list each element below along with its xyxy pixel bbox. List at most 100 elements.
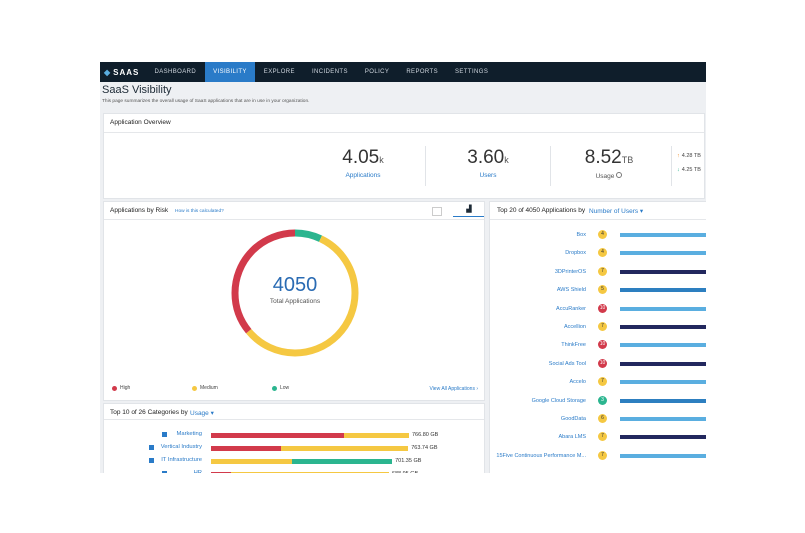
legend-label: High xyxy=(120,385,131,391)
app-name[interactable]: ThinkFree xyxy=(561,342,586,349)
usage-label: 766.80 GB xyxy=(412,431,439,438)
app-bar xyxy=(620,269,706,274)
risk-badge: 4 xyxy=(598,248,607,258)
legend-swatch xyxy=(192,385,197,391)
app-name[interactable]: GoodData xyxy=(560,416,586,422)
risk-badge: 7 xyxy=(598,450,607,460)
app-name[interactable]: 15Five Continuous Performance M... xyxy=(496,452,586,459)
divider xyxy=(104,219,484,220)
app-name[interactable]: Google Cloud Storage xyxy=(531,397,586,404)
app-name[interactable]: AWS Shield xyxy=(556,287,586,294)
app-name[interactable]: Box xyxy=(576,232,586,238)
risk-badge: 10 xyxy=(598,358,607,368)
donut-total-label: Total Applications xyxy=(269,298,321,305)
risk-badge: 10 xyxy=(598,340,607,350)
usage-label: 701.35 GB xyxy=(395,457,422,464)
divider xyxy=(104,132,704,133)
app-bar xyxy=(620,361,706,366)
category-icon xyxy=(162,432,167,437)
nav-item[interactable]: SETTINGS xyxy=(455,69,489,75)
risk-badge: 7 xyxy=(598,322,607,331)
app-bar xyxy=(620,251,706,256)
apps-selector[interactable]: Number of Users ▾ xyxy=(589,208,644,215)
legend-swatch xyxy=(272,385,277,391)
stat-number: 8.52TB xyxy=(549,147,669,169)
divider xyxy=(104,419,484,420)
view-all-link[interactable]: View All Applications › xyxy=(429,386,478,392)
category-name[interactable]: Vertical Industry xyxy=(160,444,202,450)
legend-item: High xyxy=(112,385,130,391)
category-icon xyxy=(162,471,167,473)
risk-badge: 10 xyxy=(598,303,607,313)
stat-label: Applications xyxy=(303,172,423,179)
category-bar-segment xyxy=(211,432,344,438)
category-bar-segment xyxy=(280,445,409,451)
app-bar xyxy=(620,380,706,385)
nav-item[interactable]: REPORTS xyxy=(406,69,439,75)
divider xyxy=(490,219,706,220)
app-name[interactable]: Accelo xyxy=(569,379,586,386)
chart-view-icon[interactable]: ▟ xyxy=(453,205,484,217)
usage-label: 763.74 GB xyxy=(411,444,438,451)
stat-unit: TB xyxy=(621,155,634,165)
stat-divider xyxy=(671,146,672,186)
transfer-value: 4.28 TB xyxy=(681,153,701,159)
risk-badge: 7 xyxy=(598,377,607,387)
category-name[interactable]: IT Infrastructure xyxy=(161,457,202,463)
app-bar xyxy=(620,435,706,440)
category-bar-segment xyxy=(211,471,231,473)
app-bar xyxy=(620,325,706,329)
nav-item[interactable]: INCIDENTS xyxy=(311,69,348,75)
overview-panel: Application Overview 4.05k Applications 3.… xyxy=(103,113,705,199)
legend-item: Low xyxy=(272,385,289,391)
risk-donut xyxy=(231,229,359,357)
category-icon xyxy=(149,445,154,450)
nav-item[interactable]: POLICY xyxy=(364,69,390,75)
app-bar xyxy=(620,417,706,421)
table-view-icon[interactable] xyxy=(432,207,442,216)
app-name[interactable]: AccuRanker xyxy=(556,305,586,312)
app-name[interactable]: 3DPrinterOS xyxy=(554,268,586,275)
info-icon xyxy=(616,172,623,178)
stat-divider xyxy=(550,146,551,186)
logo-text: SAAS xyxy=(113,67,140,77)
stat-unit: k xyxy=(379,155,384,165)
risk-badge: 3 xyxy=(598,395,607,405)
app-bar xyxy=(620,306,706,311)
stat: 3.60k Users xyxy=(428,147,548,179)
app-name[interactable]: Abara LMS xyxy=(558,434,586,441)
stat-label-text: Users xyxy=(479,172,497,179)
page-subtitle: This page summarizes the overall usage o… xyxy=(102,99,310,104)
category-icon xyxy=(149,458,154,463)
category-name[interactable]: HR xyxy=(193,470,202,473)
transfer-arrow: ↓ xyxy=(677,167,680,173)
usage-label: 688.95 GB xyxy=(392,471,418,474)
help-link[interactable]: How is this calculated? xyxy=(175,209,224,214)
category-bar-segment xyxy=(291,458,392,464)
category-name[interactable]: Marketing xyxy=(176,431,202,437)
app-name[interactable]: Dropbox xyxy=(565,250,586,257)
app-bar xyxy=(620,233,706,237)
nav-item[interactable]: DASHBOARD xyxy=(154,69,197,75)
category-bar-segment xyxy=(211,458,292,464)
nav-item[interactable]: EXPLORE xyxy=(263,69,295,75)
app-name[interactable]: Accellion xyxy=(563,324,586,330)
risk-badge: 6 xyxy=(598,414,607,423)
category-selector[interactable]: Usage ▾ xyxy=(190,410,214,417)
top-apps-panel: Top 20 of 4050 Applications by Number of… xyxy=(489,201,706,473)
stat-divider xyxy=(425,146,426,186)
app-bar xyxy=(620,288,706,293)
stat-label-text: Usage xyxy=(595,173,615,180)
panel-title: Application Overview xyxy=(110,119,171,126)
category-bar-segment xyxy=(211,445,281,451)
screenshot: ◆ SAAS DASHBOARD VISIBILITY EXPLORE INCIDENT… xyxy=(100,62,706,473)
legend-label: Medium xyxy=(200,385,218,391)
stat-number: 4.05k xyxy=(303,147,423,169)
stat-label: Users xyxy=(428,172,548,179)
nav-bar: ◆ SAAS DASHBOARD VISIBILITY EXPLORE INCIDENT… xyxy=(100,62,706,82)
categories-panel: Top 10 of 26 Categories by Usage ▾ Marke… xyxy=(103,403,485,473)
app-name[interactable]: Social Ads Tool xyxy=(548,360,586,367)
logo: ◆ SAAS xyxy=(104,67,140,77)
app-bar xyxy=(620,398,706,403)
nav-item[interactable]: VISIBILITY xyxy=(204,62,256,82)
